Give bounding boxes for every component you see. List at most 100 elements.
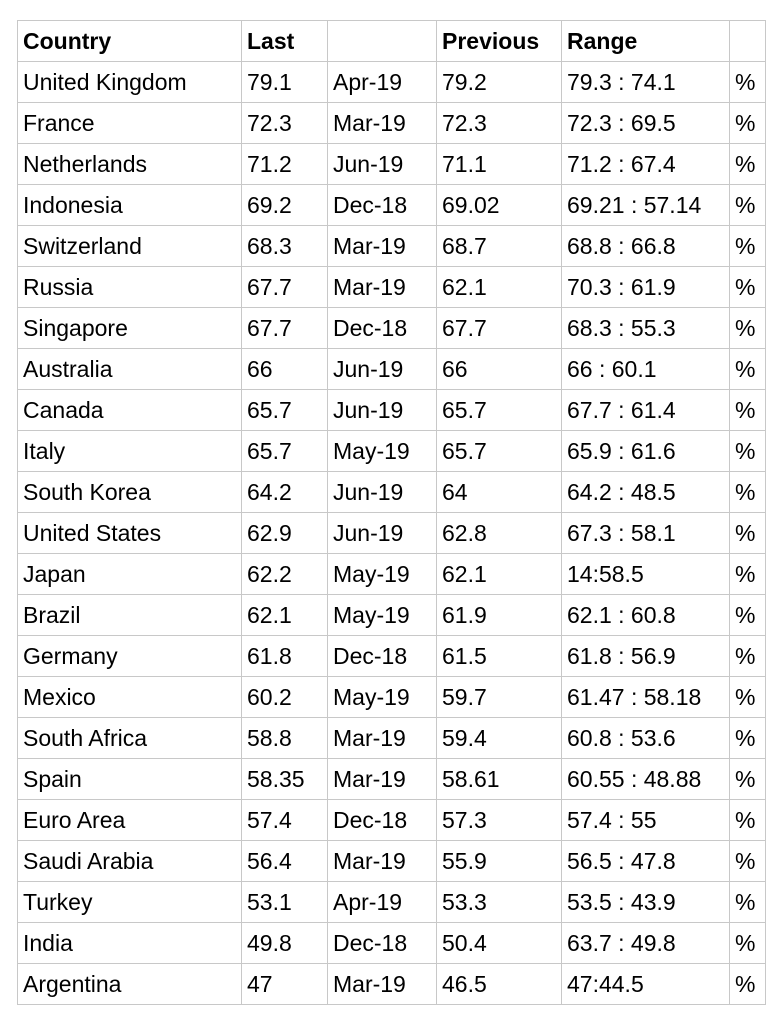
date-cell: May-19 xyxy=(327,676,437,718)
previous-cell: 64 xyxy=(436,471,562,513)
range-cell: 14:58.5 xyxy=(561,553,730,595)
date-cell: Jun-19 xyxy=(327,143,437,185)
unit-cell: % xyxy=(729,266,766,308)
country-cell: France xyxy=(17,102,242,144)
range-cell: 62.1 : 60.8 xyxy=(561,594,730,636)
country-cell: Brazil xyxy=(17,594,242,636)
table-row: Italy 65.7 May-19 65.7 65.9 : 61.6% xyxy=(17,430,766,472)
unit-cell: % xyxy=(729,553,766,595)
previous-cell: 59.4 xyxy=(436,717,562,759)
last-cell: 64.2 xyxy=(241,471,328,513)
last-cell: 65.7 xyxy=(241,389,328,431)
date-cell: Jun-19 xyxy=(327,389,437,431)
last-cell: 58.35 xyxy=(241,758,328,800)
unit-cell: % xyxy=(729,594,766,636)
last-cell: 60.2 xyxy=(241,676,328,718)
country-cell: Italy xyxy=(17,430,242,472)
header-cell xyxy=(729,20,766,62)
last-cell: 65.7 xyxy=(241,430,328,472)
date-cell: Apr-19 xyxy=(327,61,437,103)
table-row: Russia 67.7 Mar-19 62.1 70.3 : 61.9% xyxy=(17,266,766,308)
country-cell: South Korea xyxy=(17,471,242,513)
range-cell: 61.47 : 58.18 xyxy=(561,676,730,718)
table-row: Canada 65.7 Jun-19 65.7 67.7 : 61.4% xyxy=(17,389,766,431)
unit-cell: % xyxy=(729,717,766,759)
table-row: France 72.3 Mar-19 72.3 72.3 : 69.5% xyxy=(17,102,766,144)
country-cell: United Kingdom xyxy=(17,61,242,103)
country-cell: Argentina xyxy=(17,963,242,1005)
date-cell: May-19 xyxy=(327,430,437,472)
date-cell: Mar-19 xyxy=(327,225,437,267)
unit-cell: % xyxy=(729,758,766,800)
table-row: Netherlands 71.2 Jun-19 71.1 71.2 : 67.4% xyxy=(17,143,766,185)
previous-cell: 62.1 xyxy=(436,266,562,308)
header-cell: Country xyxy=(17,20,242,62)
range-cell: 68.8 : 66.8 xyxy=(561,225,730,267)
previous-cell: 72.3 xyxy=(436,102,562,144)
country-cell: Switzerland xyxy=(17,225,242,267)
date-cell: Mar-19 xyxy=(327,840,437,882)
previous-cell: 66 xyxy=(436,348,562,390)
last-cell: 68.3 xyxy=(241,225,328,267)
country-cell: South Africa xyxy=(17,717,242,759)
range-cell: 53.5 : 43.9 xyxy=(561,881,730,923)
last-cell: 67.7 xyxy=(241,307,328,349)
previous-cell: 61.9 xyxy=(436,594,562,636)
table-row: South Africa 58.8 Mar-19 59.4 60.8 : 53.6% xyxy=(17,717,766,759)
data-table: Country Last Previous Range United Kingd… xyxy=(17,20,766,1005)
previous-cell: 68.7 xyxy=(436,225,562,267)
last-cell: 57.4 xyxy=(241,799,328,841)
header-cell: Range xyxy=(561,20,730,62)
table-row: Spain 58.35 Mar-19 58.61 60.55 : 48.88% xyxy=(17,758,766,800)
range-cell: 69.21 : 57.14 xyxy=(561,184,730,226)
previous-cell: 61.5 xyxy=(436,635,562,677)
previous-cell: 53.3 xyxy=(436,881,562,923)
table-row: United Kingdom 79.1 Apr-19 79.2 79.3 : 74.1% xyxy=(17,61,766,103)
country-cell: Netherlands xyxy=(17,143,242,185)
date-cell: Mar-19 xyxy=(327,102,437,144)
date-cell: Mar-19 xyxy=(327,717,437,759)
unit-cell: % xyxy=(729,471,766,513)
range-cell: 67.3 : 58.1 xyxy=(561,512,730,554)
date-cell: Dec-18 xyxy=(327,799,437,841)
table-row: Japan 62.2 May-19 62.1 14:58.5% xyxy=(17,553,766,595)
unit-cell: % xyxy=(729,307,766,349)
previous-cell: 58.61 xyxy=(436,758,562,800)
unit-cell: % xyxy=(729,143,766,185)
table-row: Euro Area 57.4 Dec-18 57.3 57.4 : 55% xyxy=(17,799,766,841)
last-cell: 62.2 xyxy=(241,553,328,595)
country-cell: Indonesia xyxy=(17,184,242,226)
header-cell: Last xyxy=(241,20,328,62)
last-cell: 53.1 xyxy=(241,881,328,923)
range-cell: 70.3 : 61.9 xyxy=(561,266,730,308)
unit-cell: % xyxy=(729,963,766,1005)
unit-cell: % xyxy=(729,102,766,144)
last-cell: 79.1 xyxy=(241,61,328,103)
last-cell: 62.9 xyxy=(241,512,328,554)
last-cell: 47 xyxy=(241,963,328,1005)
previous-cell: 62.1 xyxy=(436,553,562,595)
header-cell: Previous xyxy=(436,20,562,62)
previous-cell: 79.2 xyxy=(436,61,562,103)
table-row: Argentina 47 Mar-19 46.5 47:44.5% xyxy=(17,963,766,1005)
table-row: South Korea 64.2 Jun-19 64 64.2 : 48.5% xyxy=(17,471,766,513)
table-row: Mexico 60.2 May-19 59.7 61.47 : 58.18% xyxy=(17,676,766,718)
range-cell: 68.3 : 55.3 xyxy=(561,307,730,349)
date-cell: May-19 xyxy=(327,553,437,595)
country-cell: Japan xyxy=(17,553,242,595)
country-cell: Australia xyxy=(17,348,242,390)
country-cell: Turkey xyxy=(17,881,242,923)
previous-cell: 50.4 xyxy=(436,922,562,964)
unit-cell: % xyxy=(729,881,766,923)
table-row: India 49.8 Dec-18 50.4 63.7 : 49.8% xyxy=(17,922,766,964)
last-cell: 71.2 xyxy=(241,143,328,185)
range-cell: 57.4 : 55 xyxy=(561,799,730,841)
previous-cell: 46.5 xyxy=(436,963,562,1005)
previous-cell: 69.02 xyxy=(436,184,562,226)
date-cell: Jun-19 xyxy=(327,348,437,390)
last-cell: 62.1 xyxy=(241,594,328,636)
last-cell: 58.8 xyxy=(241,717,328,759)
unit-cell: % xyxy=(729,799,766,841)
unit-cell: % xyxy=(729,635,766,677)
previous-cell: 59.7 xyxy=(436,676,562,718)
